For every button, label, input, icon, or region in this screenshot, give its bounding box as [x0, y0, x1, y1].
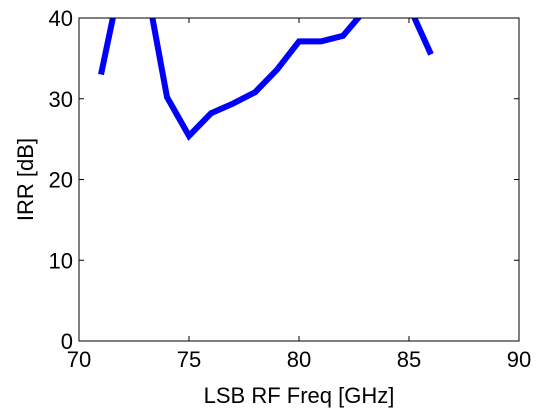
x-tick-label: 75	[177, 347, 201, 372]
series-line-0	[98, 18, 434, 141]
y-tick-label: 20	[49, 168, 73, 193]
y-axis-label: IRR [dB]	[13, 138, 38, 221]
plot-area	[98, 18, 434, 141]
x-axis-label: LSB RF Freq [GHz]	[204, 383, 395, 408]
y-tick-label: 0	[61, 329, 73, 354]
x-tick-label: 90	[507, 347, 531, 372]
y-tick-label: 40	[49, 6, 73, 31]
x-tick-label: 70	[67, 347, 91, 372]
axes: 70 75 80 85 90 0 10 20 30 40	[49, 6, 532, 372]
y-tick-label: 30	[49, 87, 73, 112]
y-tick-label: 10	[49, 248, 73, 273]
x-tick-label: 85	[397, 347, 421, 372]
x-tick-label: 80	[287, 347, 311, 372]
plot-frame	[78, 17, 520, 342]
